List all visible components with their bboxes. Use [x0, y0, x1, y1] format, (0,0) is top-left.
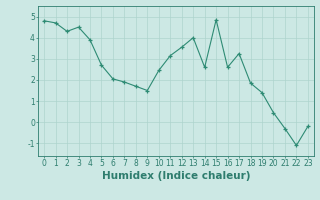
X-axis label: Humidex (Indice chaleur): Humidex (Indice chaleur): [102, 171, 250, 181]
